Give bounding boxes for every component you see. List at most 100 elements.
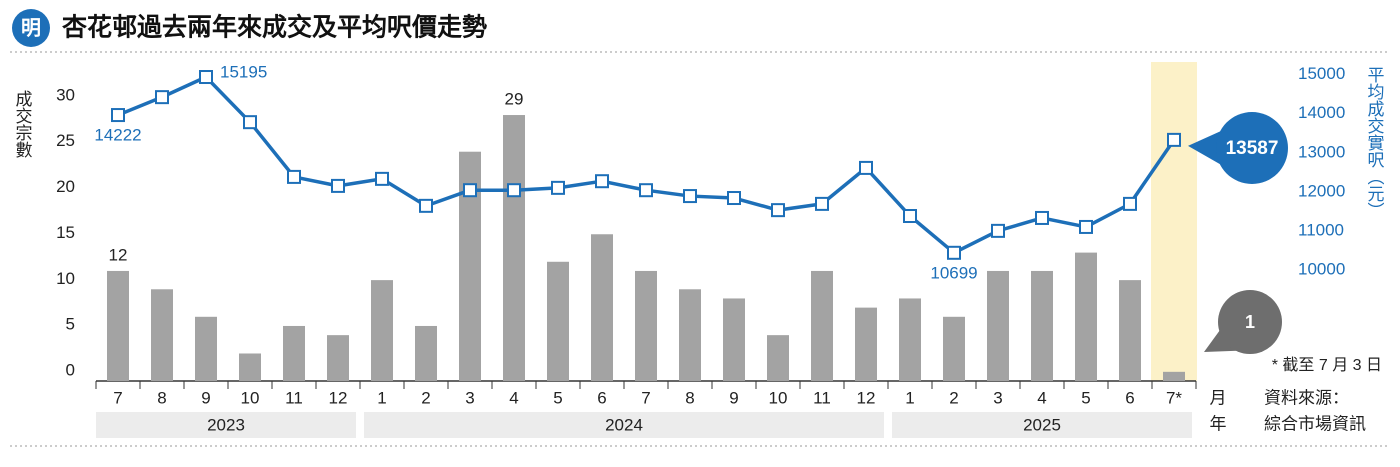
- y2-tick-label: 11000: [1298, 221, 1344, 240]
- y2-tick-label: 13000: [1298, 142, 1345, 161]
- month-unit: 月: [1210, 388, 1227, 407]
- y2-tick-label: 14000: [1298, 103, 1345, 122]
- x-tick-label: 7*: [1166, 388, 1182, 407]
- line-marker: [111, 108, 125, 123]
- y2-tick-label: 12000: [1298, 181, 1345, 200]
- x-tick-label: 9: [201, 388, 210, 407]
- y-tick-label: 20: [56, 177, 75, 196]
- line-marker: [903, 209, 917, 224]
- x-tick-label: 8: [157, 388, 166, 407]
- y-tick-label: 30: [56, 85, 75, 104]
- line-marker: [683, 189, 697, 204]
- bar: [371, 280, 393, 381]
- y-tick-label: 15: [56, 223, 75, 242]
- bar: [767, 335, 789, 381]
- line-marker: [1167, 132, 1181, 147]
- x-tick-label: 6: [1125, 388, 1134, 407]
- bar: [811, 270, 833, 381]
- line-marker: [1035, 210, 1049, 225]
- bar: [195, 316, 217, 381]
- line-marker: [771, 203, 785, 218]
- x-tick-label: 12: [857, 388, 876, 407]
- callout-pointer: [1188, 130, 1224, 166]
- bar: [679, 289, 701, 381]
- value-label: 14222: [94, 126, 141, 145]
- y2-axis-label: 平均成交實呎（元）: [1365, 66, 1385, 219]
- line-marker: [1079, 219, 1093, 234]
- bar: [943, 316, 965, 381]
- x-tick-label: 3: [465, 388, 474, 407]
- line-marker: [243, 115, 257, 130]
- line-marker: [815, 196, 829, 211]
- bar: [635, 270, 657, 381]
- x-tick-label: 7: [641, 388, 650, 407]
- bar: [855, 307, 877, 381]
- value-label: 29: [505, 90, 524, 109]
- bar: [415, 325, 437, 381]
- bar: [459, 151, 481, 381]
- y-tick-label: 25: [56, 131, 75, 150]
- source-label: 資料來源：: [1264, 388, 1349, 407]
- year-label: 2025: [1023, 415, 1061, 434]
- value-label: 1: [1245, 312, 1255, 332]
- callout-bubble: [1218, 290, 1282, 354]
- line-marker: [859, 160, 873, 175]
- x-tick-label: 12: [329, 388, 348, 407]
- x-tick-label: 2: [949, 388, 958, 407]
- line-marker: [595, 174, 609, 189]
- bar: [327, 335, 349, 381]
- line-marker: [155, 90, 169, 105]
- value-label: 15195: [220, 62, 267, 81]
- chart-title: 杏花邨過去兩年來成交及平均呎價走勢: [62, 13, 487, 42]
- x-tick-label: 9: [729, 388, 738, 407]
- logo-badge: [12, 9, 50, 47]
- bar: [1075, 252, 1097, 381]
- line-marker: [991, 223, 1005, 238]
- line-marker: [727, 191, 741, 206]
- line-marker: [287, 169, 301, 184]
- bar: [1031, 270, 1053, 381]
- x-tick-label: 3: [993, 388, 1002, 407]
- year-band: [892, 412, 1192, 438]
- line-marker: [331, 178, 345, 193]
- bar: [591, 234, 613, 381]
- value-label: 13587: [1226, 138, 1279, 159]
- x-tick-label: 10: [769, 388, 788, 407]
- bar: [547, 261, 569, 381]
- logo: 明: [21, 16, 41, 39]
- bar: [151, 289, 173, 381]
- x-tick-label: 7: [113, 388, 122, 407]
- x-tick-label: 4: [509, 388, 518, 407]
- x-tick-label: 10: [241, 388, 260, 407]
- source: 綜合市場資訊: [1264, 414, 1366, 433]
- year-label: 2023: [207, 415, 245, 434]
- year-label: 2024: [605, 415, 643, 434]
- callout-bubble: [1216, 112, 1288, 184]
- y-tick-label: 0: [66, 360, 75, 379]
- x-tick-label: 1: [905, 388, 914, 407]
- year-band: [364, 412, 884, 438]
- value-label: 12: [109, 245, 128, 264]
- line-marker: [1123, 196, 1137, 211]
- year-unit: 年: [1210, 414, 1227, 433]
- bar: [1163, 371, 1185, 381]
- line-marker: [463, 183, 477, 198]
- line-marker: [375, 171, 389, 186]
- x-tick-label: 1: [377, 388, 386, 407]
- y-tick-label: 5: [66, 315, 75, 334]
- bar: [107, 270, 129, 381]
- bar: [723, 298, 745, 381]
- x-tick-label: 11: [285, 388, 303, 407]
- line-marker: [199, 70, 213, 85]
- x-tick-label: 8: [685, 388, 694, 407]
- line: [117, 75, 1176, 255]
- x-tick-label: 11: [813, 388, 831, 407]
- line-marker: [419, 198, 433, 213]
- x-tick-label: 5: [1081, 388, 1090, 407]
- year-band: [96, 412, 356, 438]
- bar: [239, 353, 261, 381]
- value-label: 10699: [930, 263, 977, 282]
- callout-pointer: [1204, 328, 1238, 352]
- bar: [1119, 280, 1141, 381]
